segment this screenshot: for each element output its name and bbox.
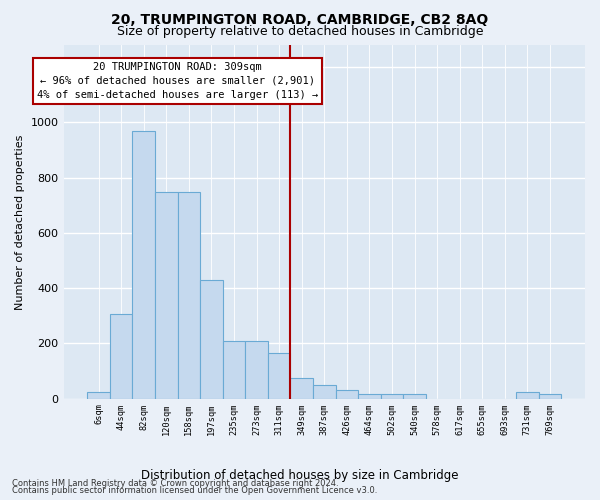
Bar xyxy=(245,340,268,398)
Bar xyxy=(358,394,381,398)
Text: 20, TRUMPINGTON ROAD, CAMBRIDGE, CB2 8AQ: 20, TRUMPINGTON ROAD, CAMBRIDGE, CB2 8AQ xyxy=(112,12,488,26)
Text: Contains HM Land Registry data © Crown copyright and database right 2024.: Contains HM Land Registry data © Crown c… xyxy=(12,478,338,488)
Text: 20 TRUMPINGTON ROAD: 309sqm
← 96% of detached houses are smaller (2,901)
4% of s: 20 TRUMPINGTON ROAD: 309sqm ← 96% of det… xyxy=(37,62,318,100)
Y-axis label: Number of detached properties: Number of detached properties xyxy=(15,134,25,310)
Bar xyxy=(403,394,426,398)
Bar xyxy=(290,378,313,398)
Text: Size of property relative to detached houses in Cambridge: Size of property relative to detached ho… xyxy=(117,25,483,38)
Bar xyxy=(155,192,178,398)
Text: Contains public sector information licensed under the Open Government Licence v3: Contains public sector information licen… xyxy=(12,486,377,495)
Bar xyxy=(87,392,110,398)
Bar xyxy=(335,390,358,398)
Bar xyxy=(178,192,200,398)
Bar xyxy=(110,314,133,398)
Bar xyxy=(200,280,223,398)
Bar xyxy=(268,353,290,399)
Bar xyxy=(313,386,335,398)
Text: Distribution of detached houses by size in Cambridge: Distribution of detached houses by size … xyxy=(141,469,459,482)
Bar xyxy=(539,394,561,398)
Bar xyxy=(223,340,245,398)
Bar xyxy=(133,131,155,398)
Bar xyxy=(516,392,539,398)
Bar xyxy=(381,394,403,398)
